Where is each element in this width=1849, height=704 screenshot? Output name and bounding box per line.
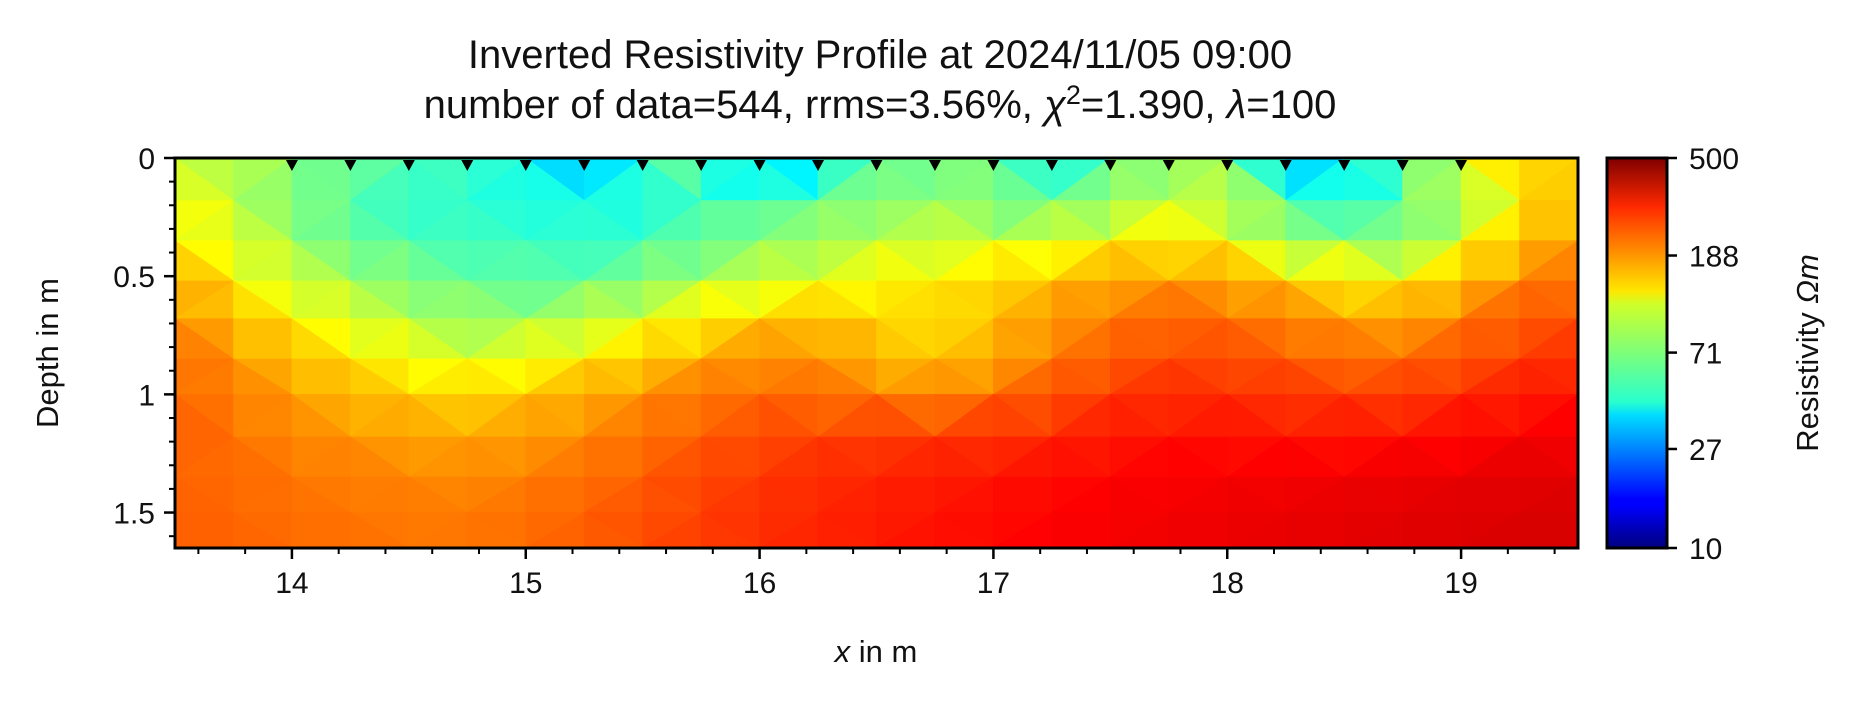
colorbar-tick-label: 500	[1689, 143, 1739, 176]
electrode-marker	[461, 160, 474, 171]
electrode-marker	[928, 160, 941, 171]
y-tick-label: 0.5	[113, 261, 155, 294]
colorbar-ticks: 10 27 71 188 500	[1667, 143, 1739, 566]
plot-frame	[173, 156, 1580, 550]
electrode-marker	[1162, 160, 1175, 171]
electrode-marker	[285, 160, 298, 171]
electrode-marker	[1045, 160, 1058, 171]
x-tick-label: 17	[977, 567, 1010, 600]
electrode-marker	[1104, 160, 1117, 171]
electrode-marker	[636, 160, 649, 171]
colorbar-tick-label: 27	[1689, 434, 1722, 467]
electrode-marker	[578, 160, 591, 171]
y-axis-ticks: 0 0.5 1 1.5	[113, 143, 175, 538]
electrode-marker	[812, 160, 825, 171]
electrode-marker	[870, 160, 883, 171]
electrode-marker	[1279, 160, 1292, 171]
y-axis-label: Depth in m	[30, 278, 65, 428]
electrode-marker	[1455, 160, 1468, 171]
electrode-marker	[344, 160, 357, 171]
chart-subtitle: number of data=544, rrms=3.56%, χ2=1.390…	[424, 80, 1337, 127]
x-tick-label: 16	[743, 567, 776, 600]
x-axis-label: x in m	[833, 634, 918, 669]
x-tick-label: 15	[509, 567, 542, 600]
plot-area	[173, 157, 1580, 549]
electrode-marker	[695, 160, 708, 171]
electrode-markers	[285, 160, 1468, 171]
y-tick-label: 1.5	[113, 498, 155, 531]
electrode-marker	[1338, 160, 1351, 171]
electrode-marker	[753, 160, 766, 171]
colorbar	[1605, 156, 1669, 550]
chart-title: Inverted Resistivity Profile at 2024/11/…	[468, 33, 1292, 77]
x-tick-label: 14	[275, 567, 308, 600]
electrode-marker	[987, 160, 1000, 171]
colorbar-tick-label: 71	[1689, 338, 1722, 371]
x-tick-label: 19	[1444, 567, 1477, 600]
colorbar-label: Resistivity Ωm	[1790, 254, 1825, 452]
colorbar-tick-label: 188	[1689, 241, 1739, 274]
colorbar-tick-label: 10	[1689, 533, 1722, 566]
electrode-marker	[519, 160, 532, 171]
y-tick-label: 1	[138, 379, 155, 412]
electrode-marker	[402, 160, 415, 171]
x-axis-ticks: 14 15 16 17 18 19	[197, 548, 1556, 600]
electrode-marker	[1221, 160, 1234, 171]
electrode-marker	[1396, 160, 1409, 171]
x-tick-label: 18	[1211, 567, 1244, 600]
y-tick-label: 0	[138, 143, 155, 176]
